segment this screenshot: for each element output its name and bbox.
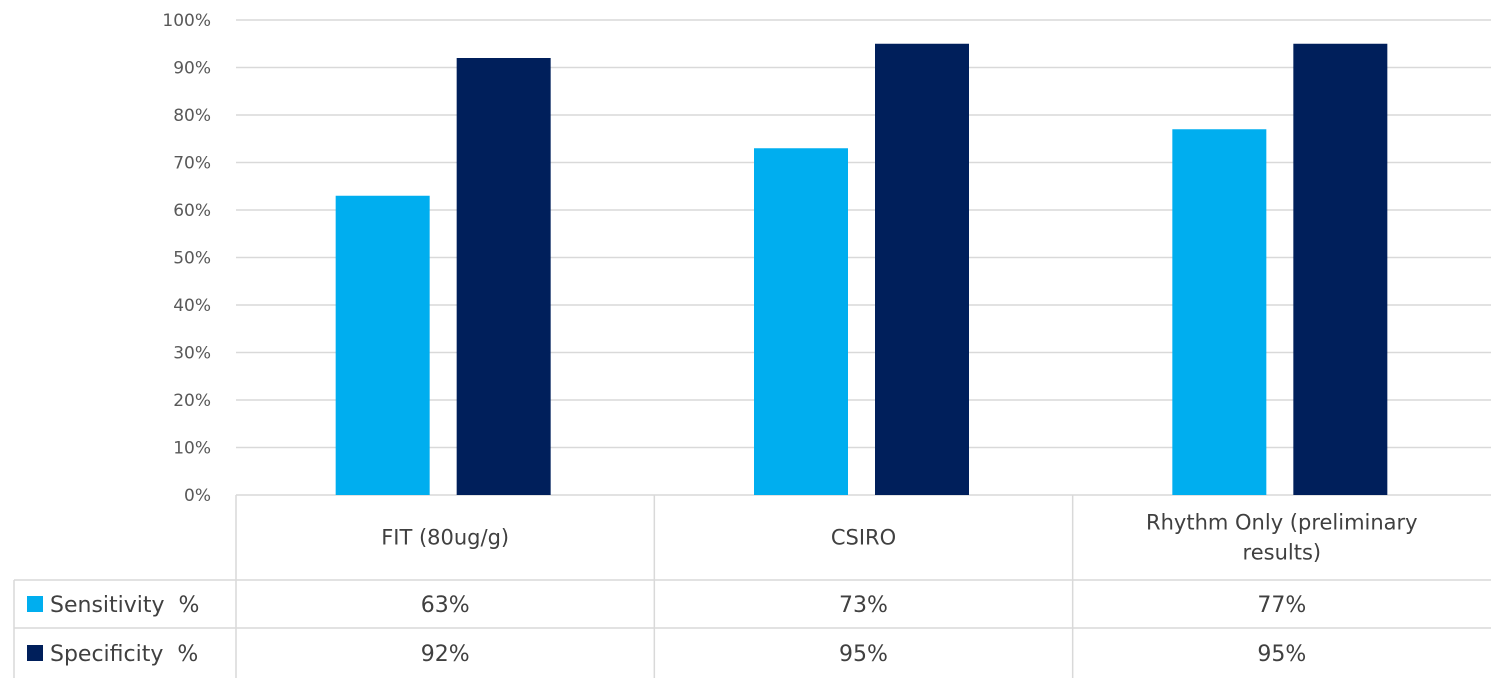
bar-specificity [875,43,969,495]
legend-label: Specificity % [50,642,198,667]
y-tick-label: 10% [173,439,211,459]
y-tick-label: 100% [162,11,211,31]
category-label: CSIRO [831,526,896,550]
bar-specificity [1293,43,1388,495]
category-label: results) [1243,541,1322,565]
data-label: 95% [839,642,888,667]
bar-specificity [456,58,551,495]
category-label: Rhythm Only (preliminary [1146,511,1418,535]
y-tick-label: 90% [173,59,211,79]
data-label: 95% [1257,642,1306,667]
y-tick-label: 70% [173,154,211,174]
data-table: FIT (80ug/g) CSIRO Rhythm Only (preliminar… [13,495,1491,678]
y-tick-label: 30% [173,344,211,364]
bar-sensitivity [335,195,430,495]
y-tick-label: 60% [173,201,211,221]
y-tick-label: 20% [173,391,211,411]
data-label: 77% [1257,593,1306,618]
legend-swatch [27,596,43,612]
bar-sensitivity [1172,129,1267,495]
gridlines [236,19,1491,496]
category-label: FIT (80ug/g) [381,526,509,550]
legend-swatch [27,645,43,661]
y-tick-label: 40% [173,296,211,316]
data-label: 73% [839,593,888,618]
data-label: 92% [421,642,470,667]
y-tick-label: 0% [184,486,211,506]
legend-label: Sensitivity % [50,593,199,618]
y-tick-label: 80% [173,106,211,126]
y-tick-label: 50% [173,249,211,269]
bar-sensitivity [754,148,848,495]
y-axis-ticks: 0% 10% 20% 30% 40% 50% 60% 70% 80% 90% 100% [162,11,211,506]
data-label: 63% [421,593,470,618]
bars [335,43,1388,495]
